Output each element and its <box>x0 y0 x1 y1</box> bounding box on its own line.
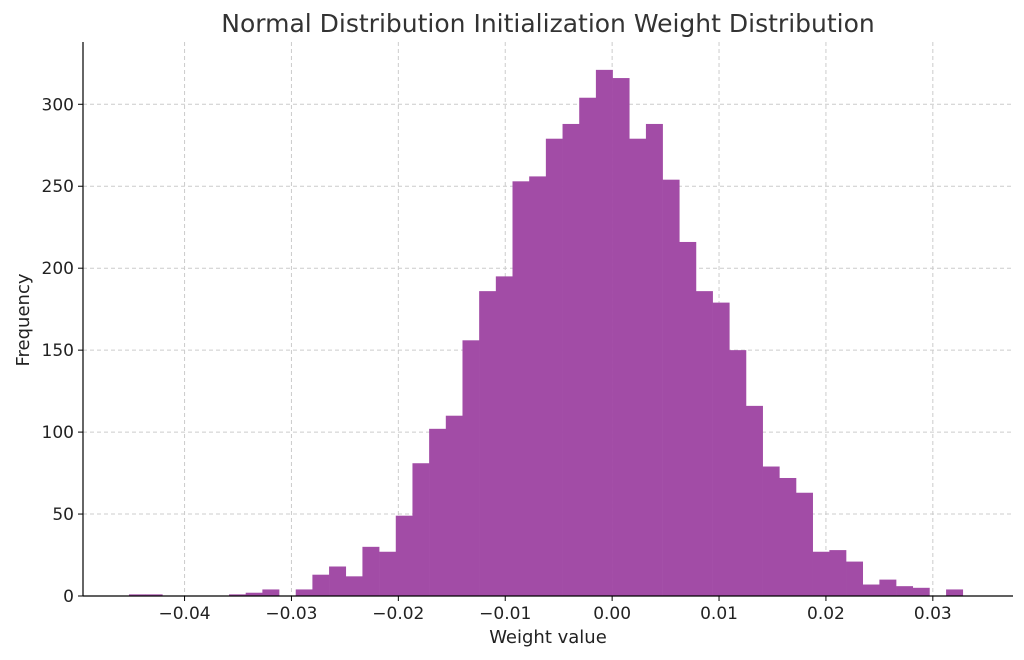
x-tick-label: 0.03 <box>914 604 952 624</box>
histogram-bar <box>829 550 847 596</box>
histogram-bar <box>629 138 647 596</box>
histogram-bar <box>779 477 797 596</box>
histogram-bar <box>145 594 163 596</box>
histogram-bar <box>595 69 613 597</box>
histogram-bar <box>395 515 413 596</box>
histogram-bar <box>462 340 480 596</box>
y-tick-label: 150 <box>42 341 74 361</box>
histogram-bar <box>512 181 530 596</box>
histogram-bar <box>379 551 397 596</box>
histogram-bar <box>812 551 830 596</box>
histogram-bar <box>429 428 447 596</box>
histogram-bar <box>345 576 363 596</box>
histogram-bar <box>879 579 897 596</box>
y-tick-label: 0 <box>63 587 74 607</box>
histogram-bar <box>896 586 914 596</box>
histogram-bar <box>612 78 630 596</box>
histogram-bar <box>262 589 280 596</box>
histogram-bar <box>796 492 813 596</box>
histogram-bar <box>312 574 330 596</box>
y-tick-label: 200 <box>42 259 74 279</box>
histogram-bar <box>229 594 246 596</box>
histogram-bar <box>412 463 430 596</box>
x-tick-label: 0.00 <box>593 604 631 624</box>
x-tick-label: 0.01 <box>700 604 738 624</box>
bars-layer <box>128 69 964 597</box>
histogram-bar <box>479 291 497 596</box>
histogram-bar <box>579 97 597 596</box>
histogram-bar <box>712 302 730 596</box>
histogram-bar <box>445 415 463 596</box>
histogram-bar <box>529 176 547 596</box>
histogram-bar <box>946 589 964 596</box>
x-ticks: −0.04 −0.03 −0.02 −0.01 0.00 0.01 0.02 0.03 <box>158 596 952 624</box>
histogram-bar <box>912 587 930 596</box>
y-tick-label: 50 <box>52 505 74 525</box>
x-tick-label: −0.03 <box>265 604 317 624</box>
x-tick-label: −0.02 <box>372 604 424 624</box>
histogram-bar <box>729 350 747 596</box>
histogram-bar <box>679 241 697 597</box>
histogram-bar <box>745 405 763 596</box>
histogram-bar <box>645 123 663 596</box>
histogram-bar <box>295 589 313 596</box>
histogram-bar <box>128 594 146 596</box>
histogram-bar <box>695 291 713 596</box>
histogram-bar <box>245 592 263 596</box>
histogram-bar <box>862 584 880 596</box>
histogram-bar <box>362 546 380 596</box>
y-tick-label: 250 <box>42 177 74 197</box>
x-tick-label: −0.04 <box>158 604 210 624</box>
histogram-bar <box>846 561 864 596</box>
histogram-bar <box>329 566 347 596</box>
y-axis-label: Frequency <box>13 273 34 366</box>
histogram-bar <box>495 276 513 596</box>
histogram-bar <box>562 123 580 596</box>
axes-layer <box>82 42 1013 597</box>
histogram-bar <box>545 138 563 596</box>
chart-title: Normal Distribution Initialization Weigh… <box>221 9 875 38</box>
histogram-bar <box>762 466 780 596</box>
x-tick-label: 0.02 <box>807 604 845 624</box>
x-axis-label: Weight value <box>489 627 607 648</box>
y-tick-label: 100 <box>42 423 74 443</box>
histogram-bar <box>662 179 680 596</box>
x-tick-label: −0.01 <box>479 604 531 624</box>
y-ticks: 0 50 100 150 200 250 300 <box>42 95 83 607</box>
y-tick-label: 300 <box>42 95 74 115</box>
